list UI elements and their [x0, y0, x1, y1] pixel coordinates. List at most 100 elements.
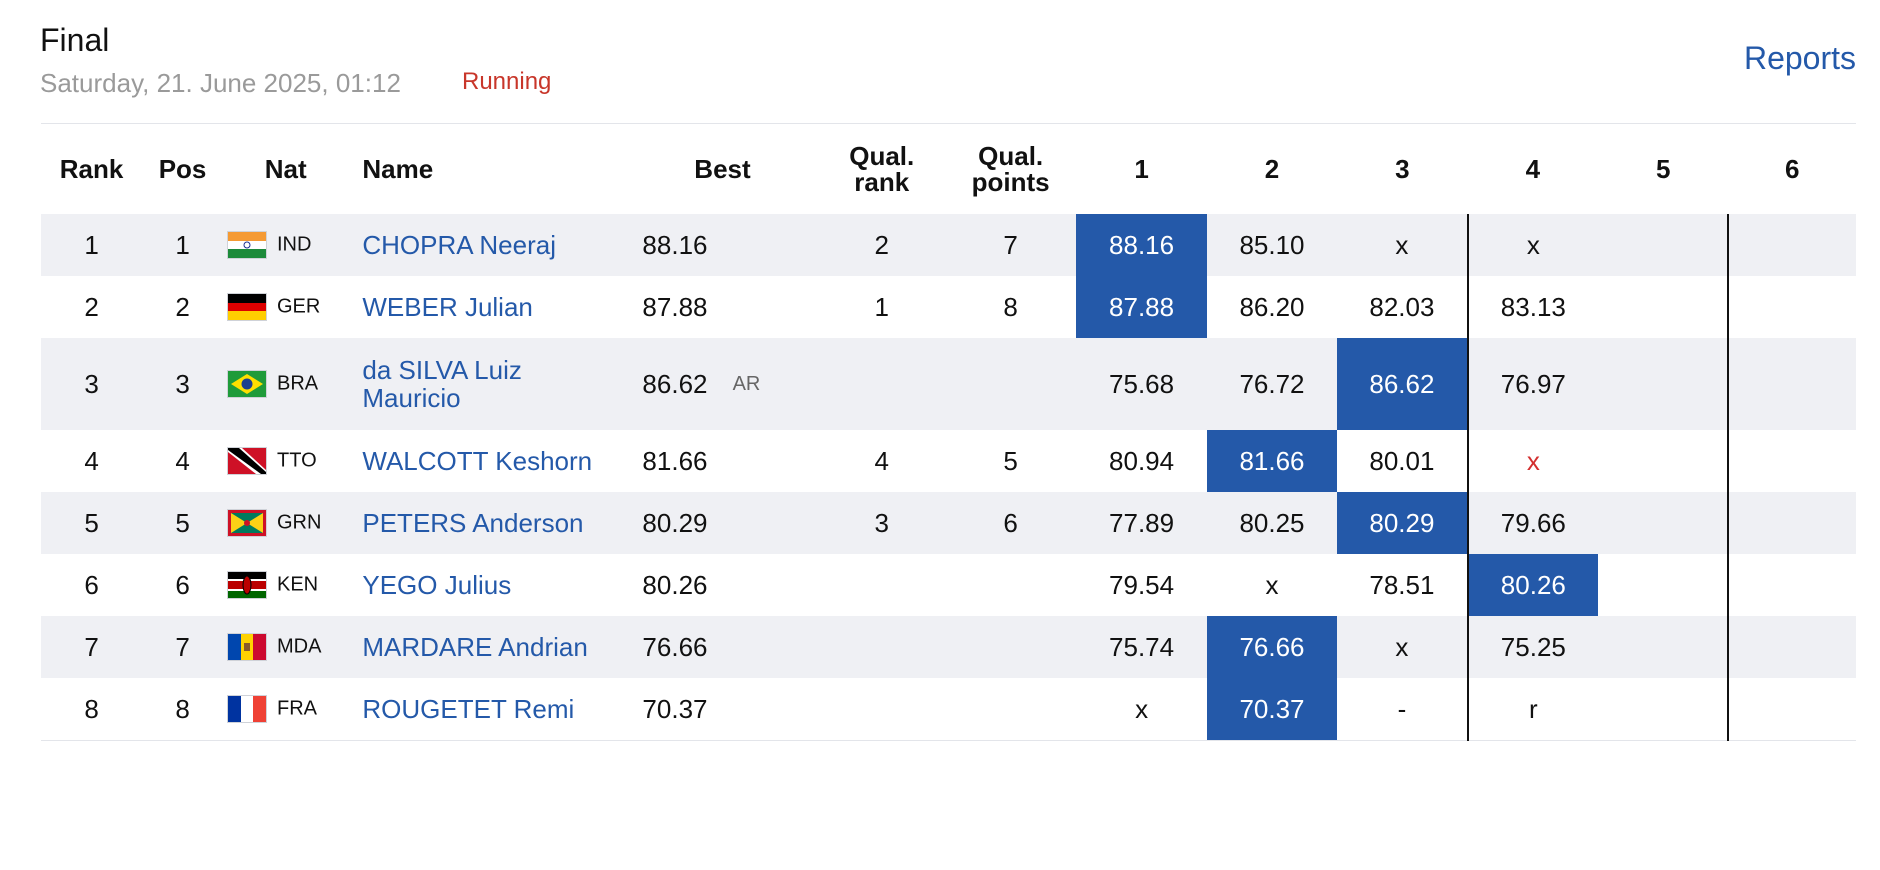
table-row[interactable]: 1 1 IND CHOPRA Neeraj 88.16 2 7 88.16 85…: [41, 214, 1856, 276]
attempt-5-cell: [1598, 338, 1729, 430]
table-row[interactable]: 6 6 KEN YEGO Julius 80.26 79.54 x 78.51 …: [41, 554, 1856, 616]
athlete-name-link[interactable]: WEBER Julian: [348, 276, 627, 338]
attempt-2-cell: 81.66: [1206, 430, 1338, 492]
qual-rank-cell: [818, 678, 945, 741]
record-cell: [732, 616, 819, 678]
attempt-3-cell: 80.29: [1337, 492, 1468, 554]
record-badge: AR: [732, 338, 819, 430]
attempt-3-cell: -: [1337, 678, 1468, 741]
athlete-name-link[interactable]: WALCOTT Keshorn: [348, 430, 627, 492]
qual-rank-cell: [818, 338, 945, 430]
col-qual-rank: Qual. rank: [849, 141, 915, 197]
table-row[interactable]: 5 5 GRN PETERS Anderson 80.29 3 6 77.89 …: [41, 492, 1856, 554]
attempt-4-cell: 83.13: [1466, 276, 1599, 338]
attempt-3-cell: 86.62: [1337, 338, 1468, 430]
attempt-5-cell: [1598, 492, 1729, 554]
attempt-1-cell: 77.89: [1076, 492, 1207, 554]
table-row[interactable]: 8 8 FRA ROUGETET Remi 70.37 x 70.37 - r: [41, 678, 1856, 741]
pos-cell: 6: [142, 554, 223, 616]
pos-cell: 8: [142, 678, 223, 741]
attempt-5-cell: [1598, 616, 1729, 678]
pos-cell: 3: [142, 338, 223, 430]
table-row[interactable]: 7 7 MDA MARDARE Andrian 76.66 75.74 76.6…: [41, 616, 1856, 678]
athlete-name-link[interactable]: MARDARE Andrian: [348, 616, 627, 678]
attempt-4-cell: x: [1466, 214, 1599, 276]
attempt-1-cell: 87.88: [1076, 276, 1207, 338]
nat-cell: TTO: [223, 430, 349, 492]
col-pos: Pos: [158, 154, 207, 184]
athlete-name-link[interactable]: CHOPRA Neeraj: [348, 214, 627, 276]
attempt-2-cell: 85.10: [1206, 214, 1338, 276]
rank-cell: 3: [41, 338, 143, 430]
record-cell: [732, 214, 819, 276]
record-cell: [732, 554, 819, 616]
table-row[interactable]: 2 2 GER WEBER Julian 87.88 1 8 87.88 86.…: [41, 276, 1856, 338]
col-attempt-5: 5: [1656, 154, 1671, 184]
record-cell: [732, 430, 819, 492]
status-badge: Running: [462, 68, 552, 95]
attempt-5-cell: [1598, 276, 1729, 338]
best-cell: 87.88: [626, 276, 733, 338]
attempt-3-cell: 82.03: [1337, 276, 1468, 338]
attempt-5-cell: [1598, 554, 1729, 616]
best-cell: 88.16: [626, 214, 733, 276]
attempt-1-cell: 75.74: [1076, 616, 1207, 678]
rank-cell: 4: [41, 430, 143, 492]
pos-cell: 5: [142, 492, 223, 554]
qual-rank-cell: [818, 554, 945, 616]
athlete-name-link[interactable]: YEGO Julius: [348, 554, 627, 616]
attempt-1-cell: 79.54: [1076, 554, 1207, 616]
pos-cell: 7: [142, 616, 223, 678]
attempt-1-cell: 80.94: [1076, 430, 1207, 492]
pos-cell: 4: [142, 430, 223, 492]
attempt-5-cell: [1598, 430, 1729, 492]
flag-mda-icon: [227, 633, 267, 661]
rank-cell: 8: [41, 678, 143, 741]
best-cell: 81.66: [626, 430, 733, 492]
flag-grn-icon: [227, 509, 267, 537]
qual-rank-cell: 3: [818, 492, 945, 554]
best-cell: 76.66: [626, 616, 733, 678]
attempt-2-cell: 76.66: [1206, 616, 1338, 678]
attempt-5-cell: [1598, 678, 1729, 741]
rank-cell: 7: [41, 616, 143, 678]
qual-rank-cell: [818, 616, 945, 678]
flag-bra-icon: [227, 370, 267, 398]
athlete-name-link[interactable]: da SILVA Luiz Mauricio: [348, 338, 627, 430]
flag-ind-icon: [227, 231, 267, 259]
col-best: Best: [694, 154, 751, 184]
best-cell: 80.29: [626, 492, 733, 554]
attempt-1-cell: 88.16: [1076, 214, 1207, 276]
attempt-4-cell: r: [1466, 678, 1599, 741]
attempt-3-cell: 80.01: [1337, 430, 1468, 492]
table-row[interactable]: 3 3 BRA da SILVA Luiz Mauricio 86.62 AR …: [41, 338, 1856, 430]
attempt-5-cell: [1598, 214, 1729, 276]
qual-points-cell: [944, 616, 1077, 678]
attempt-3-cell: x: [1337, 616, 1468, 678]
reports-link[interactable]: Reports: [1743, 40, 1856, 76]
rank-cell: 2: [41, 276, 143, 338]
qual-points-cell: [944, 678, 1077, 741]
flag-tto-icon: [227, 447, 267, 475]
attempt-6-cell: [1727, 214, 1856, 276]
attempt-6-cell: [1727, 678, 1856, 741]
athlete-name-link[interactable]: ROUGETET Remi: [348, 678, 627, 741]
col-name: Name: [362, 154, 434, 184]
pos-cell: 2: [142, 276, 223, 338]
best-cell: 80.26: [626, 554, 733, 616]
attempt-2-cell: 80.25: [1206, 492, 1338, 554]
record-cell: [732, 678, 819, 741]
best-cell: 70.37: [626, 678, 733, 741]
qual-rank-cell: 1: [818, 276, 945, 338]
flag-ken-icon: [227, 571, 267, 599]
attempt-4-cell: 80.26: [1466, 554, 1599, 616]
attempt-1-cell: 75.68: [1076, 338, 1207, 430]
attempt-2-cell: 76.72: [1206, 338, 1338, 430]
table-row[interactable]: 4 4 TTO WALCOTT Keshorn 81.66 4 5 80.94 …: [41, 430, 1856, 492]
rank-cell: 1: [41, 214, 143, 276]
nat-cell: BRA: [223, 338, 349, 430]
nat-cell: KEN: [223, 554, 349, 616]
rank-cell: 6: [41, 554, 143, 616]
athlete-name-link[interactable]: PETERS Anderson: [348, 492, 627, 554]
flag-fra-icon: [227, 695, 267, 723]
